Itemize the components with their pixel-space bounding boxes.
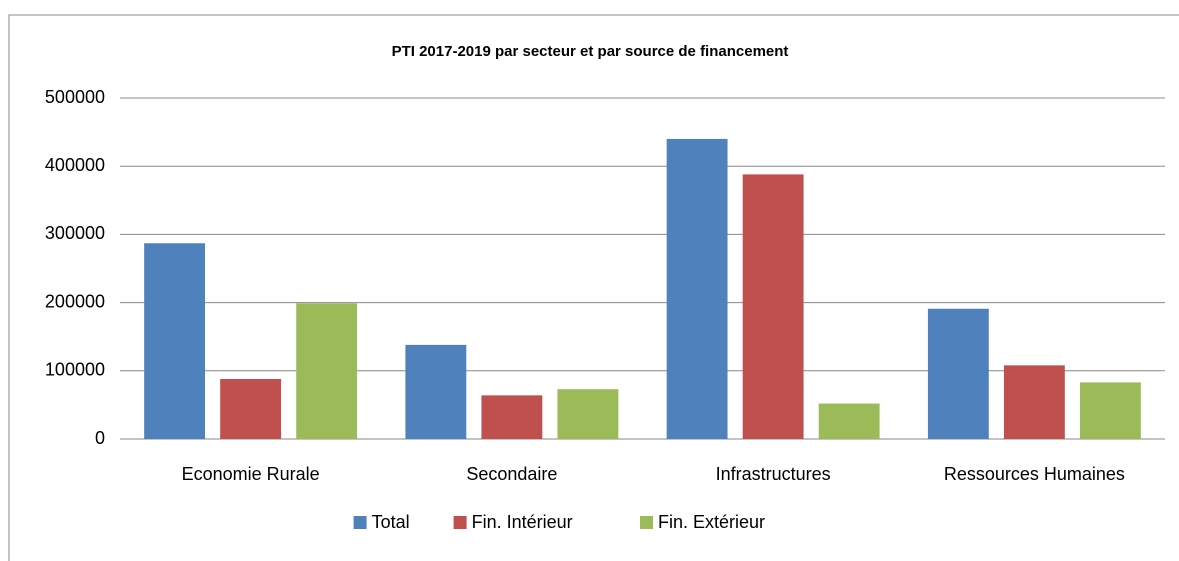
bar [666, 138, 728, 440]
y-tick-label: 100000 [45, 360, 105, 380]
bar [481, 395, 543, 439]
x-tick-label: Economie Rurale [182, 464, 320, 484]
legend-swatch [353, 516, 367, 529]
legend-swatch [453, 516, 467, 529]
legend-label: Total [372, 512, 410, 532]
y-tick-label: 0 [95, 428, 105, 448]
bar [1003, 365, 1065, 439]
legend-label: Fin. Intérieur [472, 512, 573, 532]
legend-label: Fin. Extérieur [658, 512, 765, 532]
bar [405, 344, 467, 439]
bar [144, 243, 206, 439]
y-tick-label: 200000 [45, 291, 105, 311]
y-tick-label: 400000 [45, 155, 105, 175]
y-tick-label: 500000 [45, 87, 105, 107]
bar [296, 303, 358, 439]
x-tick-label: Infrastructures [716, 464, 831, 484]
bar [818, 403, 880, 439]
legend-swatch [640, 516, 653, 529]
bar [1079, 382, 1141, 439]
bar [927, 308, 989, 439]
bar [742, 174, 804, 439]
y-tick-label: 300000 [45, 223, 105, 243]
bar [557, 389, 619, 439]
chart-title: PTI 2017-2019 par secteur et par source … [392, 43, 789, 60]
bar [220, 378, 282, 439]
x-tick-label: Secondaire [466, 464, 557, 484]
x-tick-label: Ressources Humaines [944, 464, 1125, 484]
